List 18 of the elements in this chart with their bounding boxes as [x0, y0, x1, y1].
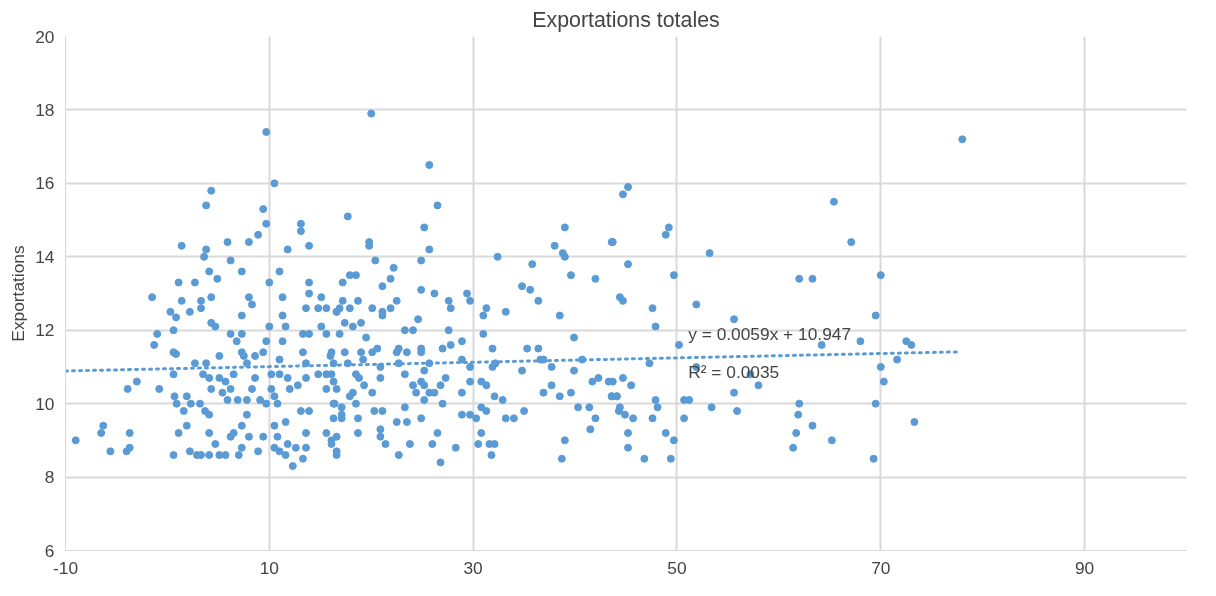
- x-tick-label: 50: [667, 557, 687, 578]
- x-tick-label: 10: [259, 557, 279, 578]
- chart-title: Exportations totales: [532, 7, 720, 32]
- x-tick-label: 70: [871, 557, 891, 578]
- y-tick-label: 20: [35, 26, 55, 47]
- y-tick-label: 18: [35, 99, 55, 120]
- y-tick-label: 10: [35, 393, 55, 414]
- y-tick-label: 16: [35, 173, 55, 194]
- annotation: R² = 0.0035: [688, 361, 780, 382]
- y-tick-label: 8: [44, 467, 55, 488]
- y-axis-title: Exportations: [7, 245, 28, 342]
- annotation: y = 0.0059x + 10.947: [688, 323, 852, 344]
- y-tick-label: 12: [35, 320, 55, 341]
- y-tick-label: 14: [35, 246, 55, 267]
- y-tick-label: 6: [44, 540, 55, 561]
- x-tick-label: 30: [463, 557, 483, 578]
- x-tick-label: -10: [52, 557, 79, 578]
- x-tick-label: 90: [1074, 557, 1095, 578]
